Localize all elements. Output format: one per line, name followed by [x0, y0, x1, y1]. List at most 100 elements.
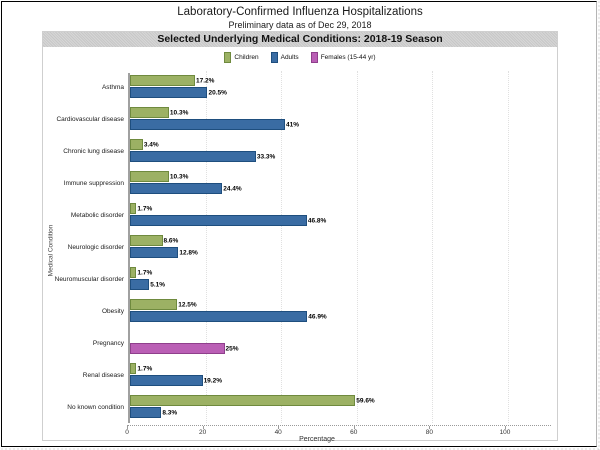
y-axis-line: [128, 73, 130, 423]
bar-slot: 10.3%: [130, 107, 549, 118]
chart-subtitle: Preliminary data as of Dec 29, 2018: [228, 20, 372, 30]
bar-children-asthma: 17.2%: [130, 75, 214, 86]
bar-value-label: 24.4%: [223, 185, 242, 192]
bars-cell: 25%: [127, 327, 549, 359]
bar-adults-renal-disease: 19.2%: [130, 375, 222, 386]
chart-row: Neurologic disorder 8.6% 12.8%: [57, 231, 549, 263]
category-label: Metabolic disorder: [70, 211, 124, 219]
bar-slot: 17.2%: [130, 75, 549, 86]
bars-cell: 1.7% 19.2%: [127, 359, 549, 391]
chart-rows: Asthma 17.2% 20.5% Cardiovascular disease 10…: [54, 71, 549, 423]
bar-children-cardiovascular-disease: 10.3%: [130, 107, 188, 118]
legend-item-adults: Adults: [270, 51, 299, 63]
bar-adults-immune-suppression: 24.4%: [130, 183, 242, 194]
category-label: Immune suppression: [63, 179, 124, 187]
bar-slot: 46.8%: [130, 215, 549, 226]
bar-adults-metabolic-disorder: 46.8%: [130, 215, 326, 226]
chart-row: Chronic lung disease 3.4% 33.3%: [57, 135, 549, 167]
bar-value-label: 33.3%: [256, 153, 276, 160]
y-axis-title: Medical Condition: [47, 224, 55, 277]
bar-value-label: 10.3%: [169, 173, 189, 180]
bar-children-neuromuscular-disorder: 1.7%: [130, 267, 152, 278]
gridline-40: [281, 71, 283, 423]
bar-slot: 8.6%: [130, 235, 549, 246]
bar-children-immune-suppression: 10.3%: [130, 171, 188, 182]
bar-slot: 1.7%: [130, 267, 549, 278]
bar-slot: 3.4%: [130, 139, 549, 150]
category-label: Renal disease: [82, 371, 124, 379]
bar-slot: 59.6%: [130, 395, 549, 406]
legend-item-females-15-44-yr-: Females (15-44 yr): [310, 51, 376, 63]
bar-value-label: 46.8%: [307, 217, 327, 224]
bar-slot: 12.5%: [130, 299, 549, 310]
category-label: Obesity: [101, 307, 124, 315]
bar-adults-obesity: 46.9%: [130, 311, 327, 322]
x-tick-60: [353, 426, 355, 429]
bar-value-label: 25%: [225, 345, 239, 352]
x-tick-label-20: 20: [198, 429, 207, 436]
bar-adults-cardiovascular-disease: 41%: [130, 119, 299, 130]
bar-value-label: 1.7%: [137, 205, 153, 212]
bar-adults-chronic-lung-disease: 33.3%: [130, 151, 275, 162]
bar-value-label: 8.6%: [163, 237, 179, 244]
x-tick-label-40: 40: [274, 429, 282, 436]
bar-adults-no-known-condition: 8.3%: [130, 407, 177, 418]
category-label: Pregnancy: [92, 339, 124, 347]
chart-row: Neuromuscular disorder 1.7% 5.1%: [54, 263, 549, 295]
bar-value-label: 10.3%: [169, 109, 189, 116]
bar-value-label: 19.2%: [203, 377, 222, 384]
gridline-80: [432, 71, 434, 423]
legend-label: Children: [234, 53, 259, 61]
chart-row: No known condition 59.6% 8.3%: [57, 391, 549, 423]
bar-adults-asthma: 20.5%: [130, 87, 227, 98]
chart-row: Renal disease 1.7% 19.2%: [57, 359, 549, 391]
bar-slot: 46.9%: [130, 311, 549, 322]
bar-adults-neuromuscular-disorder: 5.1%: [130, 279, 165, 290]
chart-row: Immune suppression 10.3% 24.4%: [57, 167, 549, 199]
category-label: Chronic lung disease: [63, 147, 124, 155]
bar-value-label: 20.5%: [208, 89, 227, 96]
bars-cell: 8.6% 12.8%: [127, 231, 549, 263]
chart-row: Metabolic disorder 1.7% 46.8%: [57, 199, 549, 231]
chart-plot-area: Asthma 17.2% 20.5% Cardiovascular disease 10…: [54, 71, 549, 423]
bar-slot: [130, 331, 549, 342]
legend-label: Adults: [280, 53, 299, 61]
bar-females-15-44-yr--pregnancy: 25%: [130, 343, 239, 354]
bars-cell: 10.3% 41%: [127, 103, 549, 135]
legend: Children Adults Females (15-44 yr): [43, 51, 557, 63]
x-tick-80: [429, 426, 431, 429]
gridline-60: [356, 71, 358, 423]
category-label: Neuromuscular disorder: [54, 275, 124, 283]
gridline-20: [205, 71, 207, 423]
bars-cell: 10.3% 24.4%: [127, 167, 549, 199]
chart-panel: Selected Underlying Medical Conditions: …: [42, 31, 558, 443]
bar-adults-neurologic-disorder: 12.8%: [130, 247, 198, 258]
bars-cell: 1.7% 5.1%: [127, 263, 549, 295]
bar-children-no-known-condition: 59.6%: [130, 395, 375, 406]
category-label: No known condition: [67, 403, 124, 411]
category-label: Asthma: [101, 83, 124, 91]
bar-value-label: 12.5%: [178, 301, 197, 308]
bar-slot: 25%: [130, 343, 549, 354]
x-tick-label-100: 100: [499, 429, 511, 436]
x-tick-label-60: 60: [350, 429, 358, 436]
bar-children-neurologic-disorder: 8.6%: [130, 235, 178, 246]
x-tick-40: [278, 426, 280, 429]
chart-row: Cardiovascular disease 10.3% 41%: [56, 103, 549, 135]
bar-slot: 33.3%: [130, 151, 549, 162]
x-axis-title: Percentage: [299, 436, 335, 443]
bar-slot: 12.8%: [130, 247, 549, 258]
legend-item-children: Children: [224, 51, 259, 63]
legend-swatch: [270, 51, 278, 63]
legend-label: Females (15-44 yr): [320, 53, 376, 61]
bar-slot: 10.3%: [130, 171, 549, 182]
bar-children-chronic-lung-disease: 3.4%: [130, 139, 159, 150]
section-banner: Selected Underlying Medical Conditions: …: [43, 32, 557, 47]
bars-cell: 59.6% 8.3%: [127, 391, 549, 423]
x-tick-100: [505, 426, 506, 429]
bars-cell: 1.7% 46.8%: [127, 199, 549, 231]
bar-children-obesity: 12.5%: [130, 299, 197, 310]
bar-slot: 1.7%: [130, 203, 549, 214]
bar-children-renal-disease: 1.7%: [130, 363, 152, 374]
